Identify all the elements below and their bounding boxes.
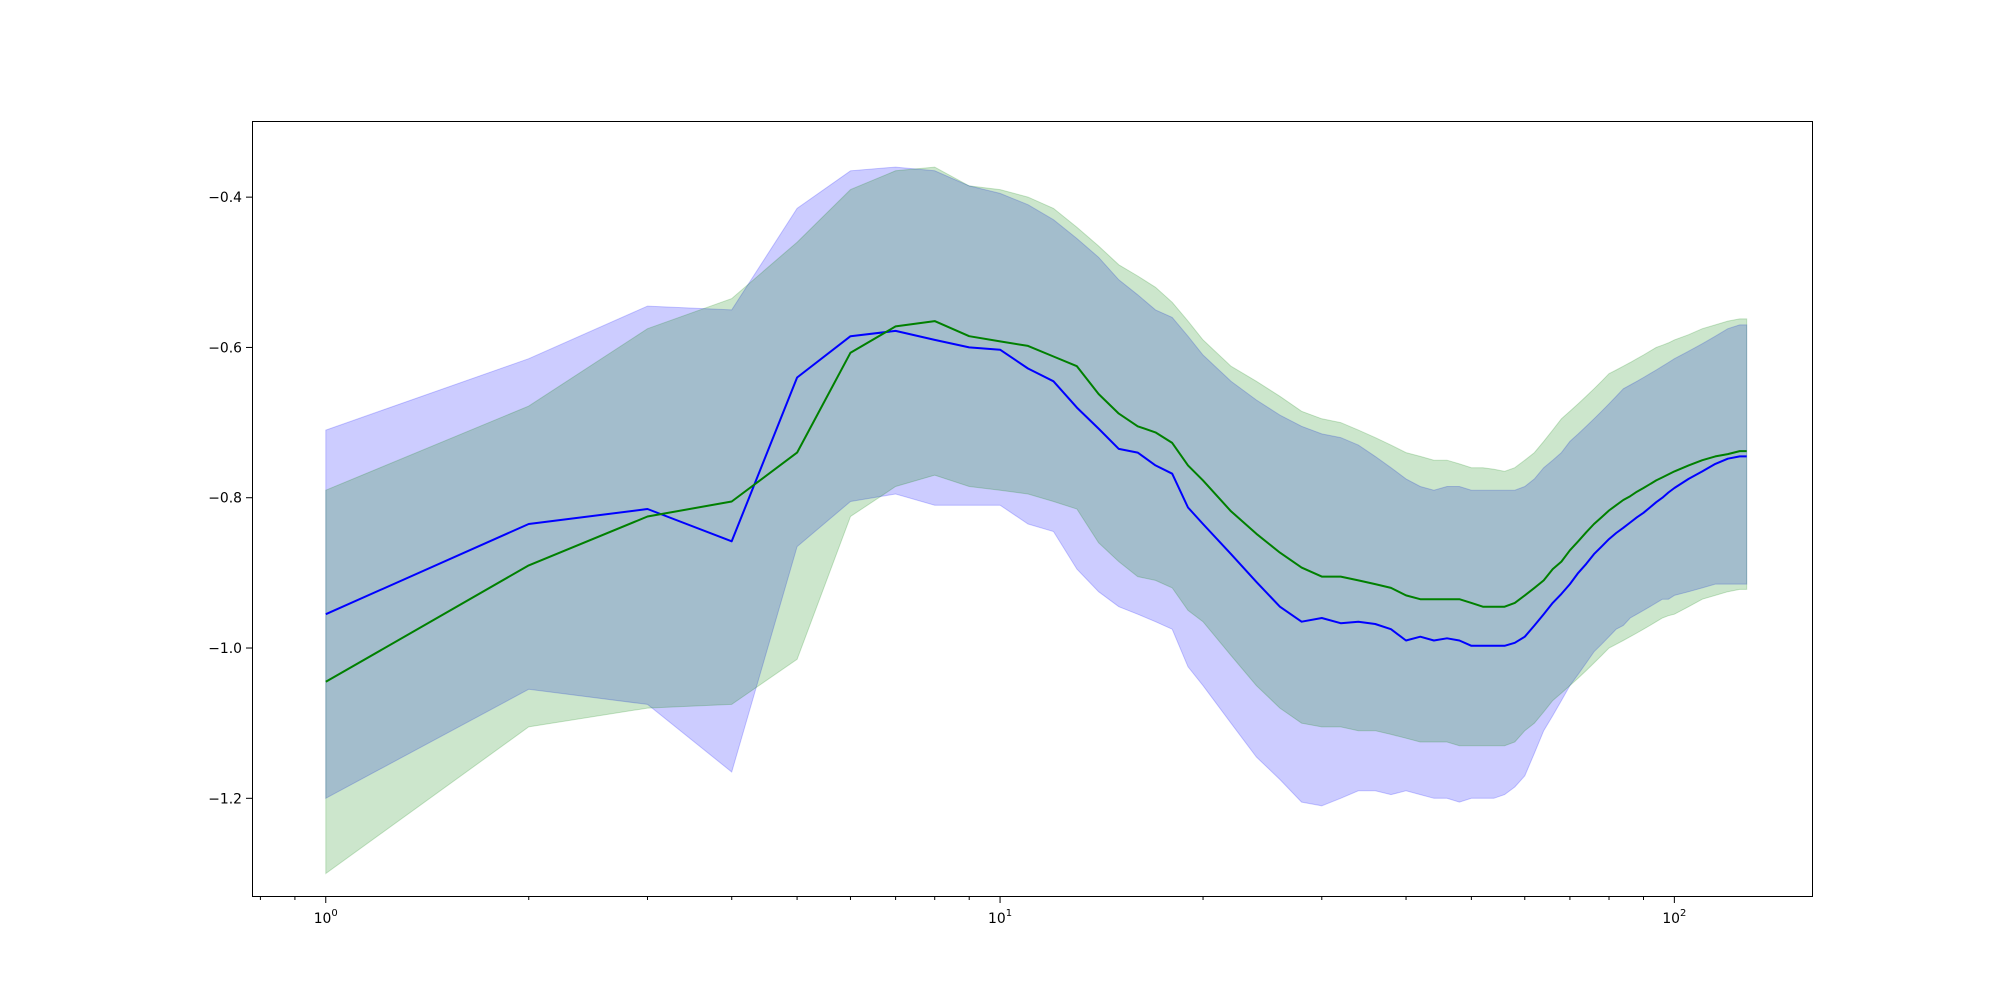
x-axis: 100 101 102 (259, 896, 1686, 927)
y-tick-label: −0.8 (208, 491, 242, 507)
series-line-2 (325, 320, 1747, 683)
y-axis: −0.4 −0.6 −0.8 −1.0 −1.2 (208, 190, 253, 807)
x-tick-label: 100 (314, 908, 338, 927)
plot-frame (252, 121, 1813, 897)
y-tick-label: −0.4 (208, 190, 242, 206)
series-line-1 (325, 329, 1747, 647)
x-tick-label: 102 (1662, 908, 1686, 927)
y-tick-label: −1.0 (208, 641, 242, 657)
x-tick-label: 101 (988, 908, 1012, 927)
confidence-band-1 (325, 166, 1748, 807)
confidence-band-2 (325, 166, 1748, 875)
y-tick-label: −0.6 (208, 340, 242, 356)
y-tick-label: −1.2 (208, 791, 242, 807)
series-lines (325, 320, 1747, 683)
confidence-bands (325, 166, 1748, 875)
